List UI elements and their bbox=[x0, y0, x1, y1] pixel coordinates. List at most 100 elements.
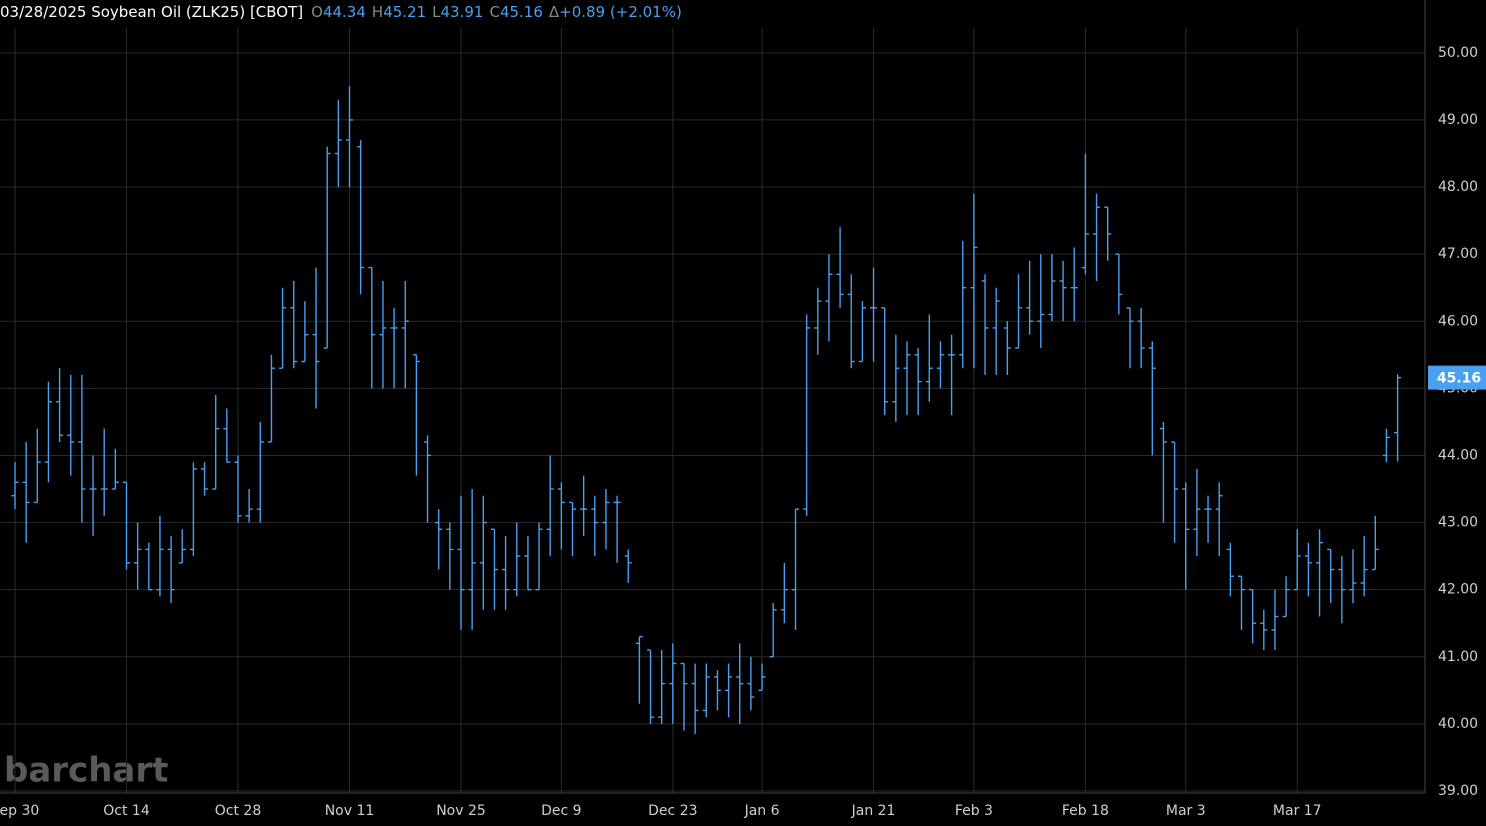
ohlc-bar bbox=[803, 314, 811, 516]
ohlc-bar bbox=[747, 656, 755, 711]
y-tick-label: 49.00 bbox=[1438, 112, 1478, 128]
ohlc-bar bbox=[435, 509, 443, 570]
y-tick-label: 41.00 bbox=[1438, 649, 1478, 665]
ohlc-bar bbox=[1271, 589, 1279, 651]
ohlc-bar bbox=[1070, 247, 1078, 322]
ohlc-bar bbox=[613, 495, 621, 563]
ohlc-bar bbox=[1081, 153, 1089, 275]
ohlc-bar bbox=[1349, 549, 1357, 604]
ohlc-bar bbox=[1282, 576, 1290, 618]
ohlc-bar bbox=[1137, 307, 1145, 369]
ohlc-bar bbox=[691, 663, 699, 734]
ohlc-bar bbox=[513, 522, 521, 597]
y-tick-label: 50.00 bbox=[1438, 45, 1478, 61]
ohlc-bar bbox=[379, 280, 387, 389]
ohlc-bar bbox=[914, 348, 922, 416]
x-tick-label: Mar 3 bbox=[1166, 803, 1206, 819]
open-value: 44.34 bbox=[322, 3, 366, 21]
ohlc-bar bbox=[1104, 206, 1112, 261]
ohlc-bar bbox=[167, 535, 175, 604]
ohlc-bar bbox=[1304, 542, 1312, 597]
ohlc-bar bbox=[1293, 529, 1301, 591]
x-tick-label: Sep 30 bbox=[0, 803, 39, 819]
ohlc-bar bbox=[1015, 274, 1022, 349]
ohlc-bar bbox=[836, 227, 844, 308]
ohlc-bar bbox=[959, 240, 967, 369]
x-tick-label: Oct 14 bbox=[103, 803, 150, 819]
low-label: L bbox=[432, 3, 441, 21]
y-tick-label: 44.00 bbox=[1438, 447, 1478, 463]
change-value: +0.89 bbox=[559, 3, 606, 21]
x-tick-label: Nov 11 bbox=[325, 803, 375, 819]
x-tick-label: Jan 6 bbox=[744, 803, 780, 819]
ohlc-bar bbox=[858, 301, 866, 363]
y-tick-label: 47.00 bbox=[1438, 246, 1478, 262]
ohlc-bar bbox=[78, 374, 86, 523]
ohlc-bar bbox=[89, 455, 97, 536]
ohlc-bar bbox=[624, 549, 632, 583]
high-value: 45.21 bbox=[383, 3, 427, 21]
ohlc-bar bbox=[792, 508, 799, 630]
ohlc-bar bbox=[725, 663, 733, 718]
change-label: Δ bbox=[548, 3, 560, 21]
ohlc-bar bbox=[56, 368, 64, 443]
ohlc-bar bbox=[189, 462, 197, 557]
ohlc-bar bbox=[424, 435, 432, 523]
ohlc-bar bbox=[1126, 307, 1134, 369]
ohlc-bar bbox=[457, 495, 465, 630]
close-label: C bbox=[489, 3, 500, 21]
ohlc-bar bbox=[357, 140, 365, 295]
ohlc-bar bbox=[401, 280, 409, 389]
ohlc-bar bbox=[1371, 515, 1379, 571]
ohlc-bar bbox=[1338, 556, 1346, 624]
ohlc-bar bbox=[970, 193, 978, 369]
ohlc-bar bbox=[1171, 441, 1179, 543]
ohlc-bar bbox=[223, 408, 231, 463]
ohlc-bar bbox=[145, 542, 153, 591]
ohlc-bar bbox=[1316, 529, 1324, 617]
ohlc-bar bbox=[11, 462, 19, 510]
ohlc-bar bbox=[758, 663, 766, 692]
ohlc-bar bbox=[1249, 588, 1257, 644]
watermark: barchart bbox=[4, 751, 168, 791]
y-tick-label: 43.00 bbox=[1438, 515, 1478, 531]
ohlc-bar bbox=[234, 455, 242, 523]
ohlc-bar bbox=[100, 428, 108, 516]
ohlc-bar bbox=[134, 522, 142, 590]
y-tick-label: 46.00 bbox=[1438, 313, 1478, 329]
header: 03/28/2025 Soybean Oil (ZLK25) [CBOT] O44… bbox=[0, 3, 682, 21]
ohlc-bar bbox=[256, 421, 264, 523]
ohlc-bar bbox=[702, 663, 710, 718]
ohlc-bar bbox=[1048, 254, 1056, 322]
ohlc-bar bbox=[1115, 253, 1123, 315]
ohlc-bar bbox=[780, 562, 788, 624]
y-tick-label: 48.00 bbox=[1438, 179, 1478, 195]
y-tick-label: 42.00 bbox=[1438, 582, 1478, 598]
ohlc-bar bbox=[312, 267, 320, 409]
ohlc-bar bbox=[201, 462, 209, 496]
ohlc-bar bbox=[992, 287, 1000, 375]
x-tick-label: Feb 3 bbox=[955, 803, 993, 819]
ohlc-bar bbox=[769, 603, 777, 658]
ohlc-bar bbox=[22, 442, 30, 543]
y-tick-label: 40.00 bbox=[1438, 716, 1478, 732]
ohlc-bar bbox=[1226, 542, 1234, 597]
ohlc-bar bbox=[936, 341, 944, 389]
ohlc-bar bbox=[591, 495, 599, 557]
ohlc-bar bbox=[1093, 193, 1101, 281]
open-label: O bbox=[311, 3, 323, 21]
ohlc-bar bbox=[502, 535, 510, 610]
change-pct: (+2.01%) bbox=[609, 3, 682, 21]
ohlc-bar bbox=[925, 314, 933, 402]
high-label: H bbox=[371, 3, 384, 21]
ohlc-bar bbox=[825, 254, 833, 342]
ohlc-bar bbox=[446, 522, 454, 590]
ohlc-bar bbox=[267, 354, 275, 443]
x-tick-label: Dec 23 bbox=[648, 803, 697, 819]
ohlc-bar bbox=[881, 307, 889, 416]
ohlc-bar bbox=[658, 650, 666, 724]
ohlc-bar bbox=[870, 267, 878, 362]
ohlc-bar bbox=[1215, 482, 1223, 557]
